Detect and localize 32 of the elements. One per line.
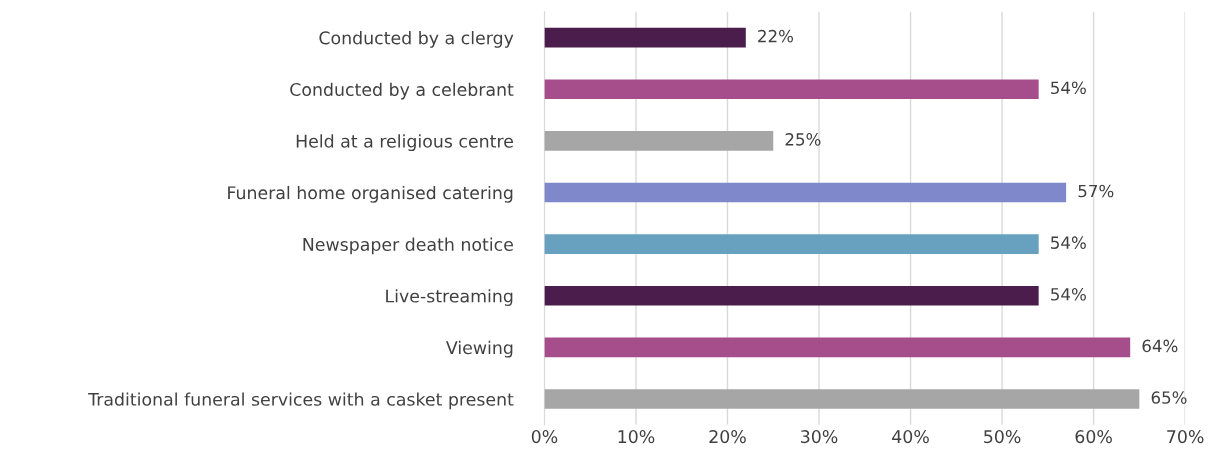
- bar: [544, 389, 1140, 409]
- y-tick-label: Traditional funeral services with a casket present: [88, 392, 514, 410]
- y-tick-label: Conducted by a clergy: [319, 31, 514, 48]
- bar: [544, 79, 1039, 100]
- y-tick-label: Newspaper death notice: [303, 237, 513, 255]
- bar: [544, 337, 1131, 358]
- bar: [544, 27, 746, 48]
- data-label: 54%: [1051, 287, 1086, 301]
- x-tick-label: 10%: [618, 430, 655, 444]
- data-label: 54%: [1051, 236, 1086, 249]
- y-tick-label: Viewing: [445, 340, 513, 358]
- data-label: 22%: [758, 29, 794, 43]
- x-tick-label: 70%: [1167, 430, 1204, 444]
- x-tick-label: 60%: [1075, 430, 1112, 444]
- x-tick-label: 50%: [984, 430, 1021, 444]
- x-tick-label: 20%: [709, 430, 746, 444]
- y-tick-label: Conducted by a celebrant: [290, 82, 514, 100]
- x-tick-label: 30%: [801, 430, 838, 444]
- y-tick-label: Held at a religious centre: [296, 134, 513, 152]
- bar: [544, 234, 1039, 254]
- data-label: 65%: [1151, 391, 1187, 404]
- bar: [544, 182, 1067, 203]
- y-tick-label: Live-streaming: [386, 289, 513, 306]
- data-label: 25%: [785, 133, 821, 146]
- x-tick-label: 40%: [892, 430, 929, 444]
- bar: [544, 285, 1039, 306]
- data-label: 64%: [1142, 339, 1178, 353]
- y-tick-label: Funeral home organised catering: [228, 185, 513, 203]
- data-label: 57%: [1078, 184, 1114, 198]
- x-tick-label: 0%: [531, 430, 558, 444]
- data-label: 54%: [1051, 81, 1086, 95]
- bar: [544, 131, 774, 151]
